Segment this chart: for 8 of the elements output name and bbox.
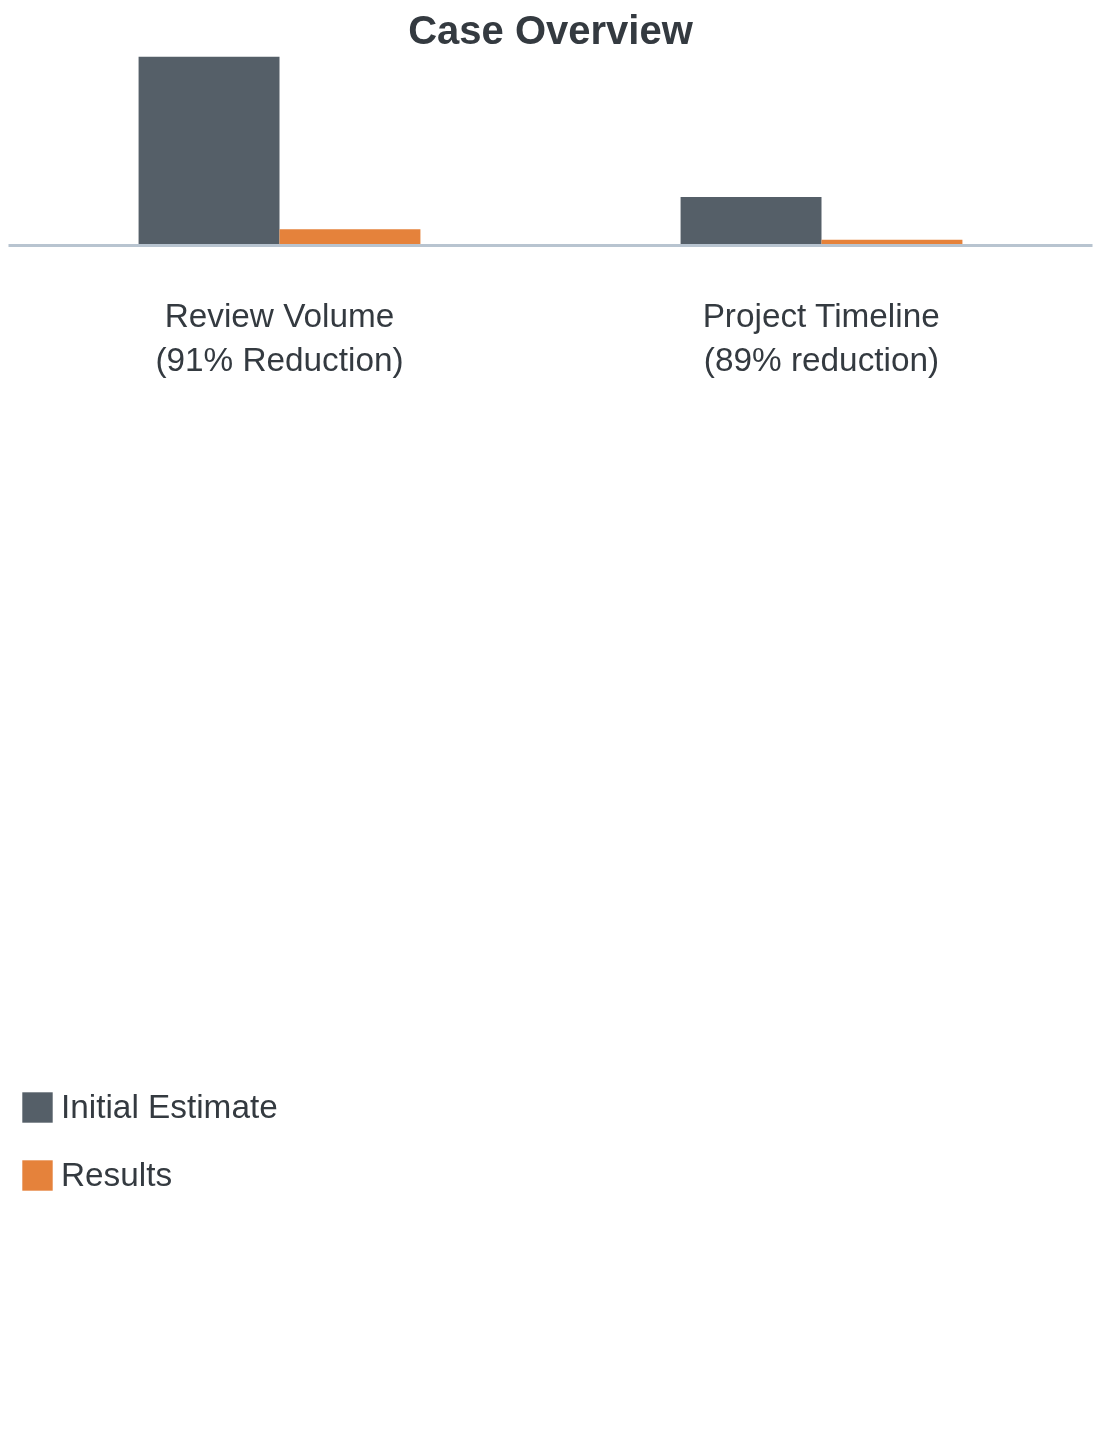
chart-title: Case Overview: [408, 7, 694, 52]
legend-label: Initial Estimate: [61, 1088, 278, 1126]
x-tick-label: Review Volume (91% Reduction): [155, 296, 404, 378]
legend-label: Results: [61, 1156, 173, 1194]
bar: [279, 229, 421, 246]
x-tick-label: Project Timeline (89% reduction): [702, 296, 940, 378]
bar: [138, 56, 280, 246]
bar: [680, 196, 822, 246]
